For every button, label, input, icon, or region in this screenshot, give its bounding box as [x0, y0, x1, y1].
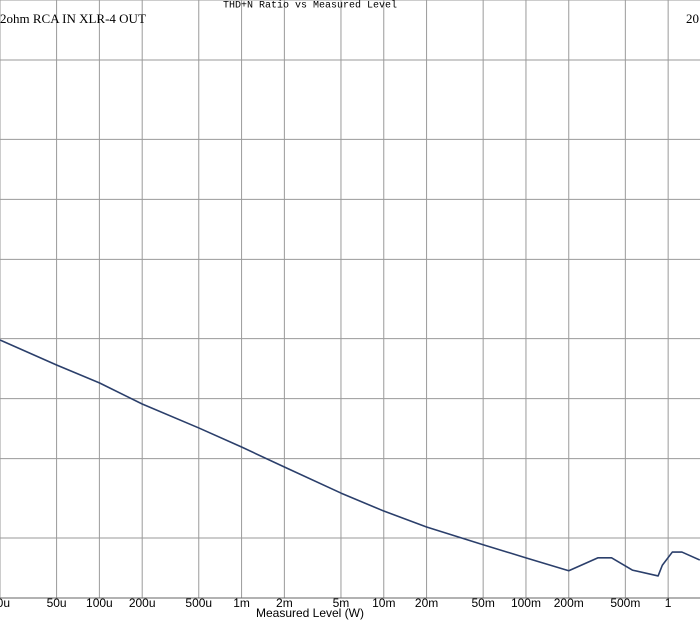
x-tick-label: 200m	[554, 596, 584, 610]
x-tick-label: 50u	[47, 596, 67, 610]
x-tick-label: 100m	[511, 596, 541, 610]
plot	[0, 339, 700, 577]
x-tick-label: 20m	[415, 596, 438, 610]
x-tick-label: 50m	[471, 596, 494, 610]
x-tick-label: 1	[665, 596, 672, 610]
chart-title: THD+N Ratio vs Measured Level	[223, 0, 397, 12]
x-tick-label: 20u	[0, 596, 10, 610]
x-axis-label: Measured Level (W)	[256, 606, 364, 620]
series-line	[0, 339, 700, 577]
x-tick-label: 100u	[86, 596, 113, 610]
chart-subtitle: 2ohm RCA IN XLR-4 OUT	[0, 11, 146, 26]
corner-text: 20	[686, 11, 699, 26]
x-tick-label: 200u	[129, 596, 156, 610]
x-tick-label: 500u	[185, 596, 212, 610]
x-tick-label: 10m	[372, 596, 395, 610]
x-tick-label: 1m	[233, 596, 250, 610]
x-tick-label: 2m	[276, 596, 293, 610]
grid	[0, 0, 700, 599]
x-tick-label: 5m	[333, 596, 350, 610]
x-tick-label: 500m	[610, 596, 640, 610]
